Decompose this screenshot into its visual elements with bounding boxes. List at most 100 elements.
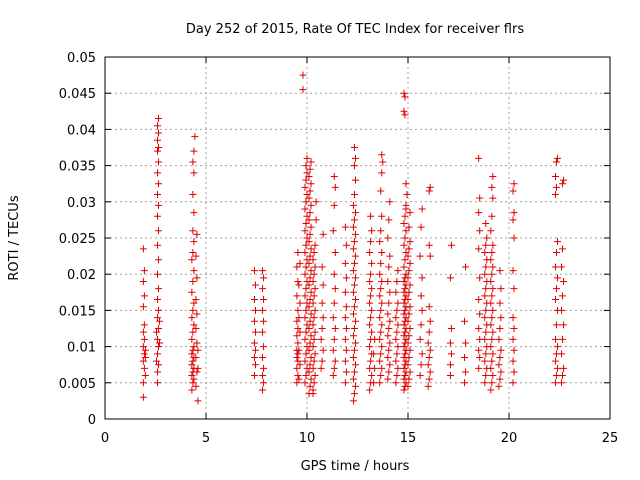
data-point (302, 306, 310, 314)
data-point (293, 379, 301, 387)
data-point (481, 248, 489, 256)
data-point (190, 321, 198, 329)
y-axis-label: ROTI / TECUs (7, 195, 22, 280)
data-point (392, 314, 400, 322)
data-point (377, 350, 385, 358)
data-point (425, 328, 433, 336)
data-point (386, 288, 394, 296)
data-point (310, 335, 318, 343)
data-point (342, 303, 350, 311)
data-point (294, 357, 302, 365)
data-point (305, 238, 313, 246)
data-point (154, 191, 162, 199)
data-point (342, 274, 350, 282)
data-point (447, 350, 455, 358)
data-point (418, 306, 426, 314)
data-point (303, 343, 311, 351)
data-point (310, 270, 318, 278)
data-point (551, 357, 559, 365)
data-point (295, 281, 303, 289)
data-point (552, 321, 560, 329)
data-point (190, 169, 198, 177)
data-point (310, 292, 318, 300)
data-point (154, 212, 162, 220)
x-tick-label: 5 (202, 431, 210, 446)
y-tick-label: 0.025 (59, 232, 96, 247)
data-point (310, 357, 318, 365)
data-point (190, 375, 198, 383)
data-point (299, 71, 307, 79)
data-point (295, 375, 303, 383)
data-point (309, 343, 317, 351)
data-point (553, 154, 561, 162)
data-point (377, 328, 385, 336)
data-point (331, 248, 339, 256)
data-point (349, 223, 357, 231)
data-point (350, 162, 358, 170)
data-point (475, 154, 483, 162)
data-point (139, 303, 147, 311)
data-point (488, 379, 496, 387)
data-point (192, 382, 200, 390)
data-point (296, 328, 304, 336)
x-axis-label: GPS time / hours (301, 459, 410, 474)
data-point (341, 357, 349, 365)
data-point (376, 238, 384, 246)
data-point (487, 299, 495, 307)
data-point (302, 241, 310, 249)
data-point (341, 379, 349, 387)
data-point (376, 292, 384, 300)
data-point (367, 238, 375, 246)
data-point (307, 310, 315, 318)
data-point (559, 292, 567, 300)
data-point (305, 259, 313, 267)
data-point (487, 256, 495, 264)
data-point (400, 321, 408, 329)
data-point (377, 285, 385, 293)
data-point (401, 306, 409, 314)
data-point (309, 321, 317, 329)
data-point (310, 248, 318, 256)
data-point (350, 238, 358, 246)
data-point (309, 390, 317, 398)
data-point (349, 288, 357, 296)
data-point (155, 285, 163, 293)
data-point (552, 158, 560, 166)
y-tick-label: 0.045 (59, 87, 96, 102)
data-point (331, 357, 339, 365)
data-point (417, 292, 425, 300)
x-tick-label: 0 (101, 431, 109, 446)
y-tick-label: 0.05 (67, 51, 96, 66)
data-point (476, 310, 484, 318)
data-point (303, 191, 311, 199)
data-point (394, 321, 402, 329)
data-point (305, 194, 313, 202)
data-point (317, 364, 325, 372)
data-point (400, 386, 408, 394)
data-point (402, 292, 410, 300)
data-point (155, 306, 163, 314)
data-point (140, 321, 148, 329)
data-point (192, 325, 200, 332)
data-point (560, 277, 568, 285)
data-point (155, 361, 163, 369)
data-point (309, 277, 317, 285)
data-point (342, 241, 350, 249)
data-point (350, 303, 358, 311)
data-point (351, 230, 359, 238)
data-point (551, 379, 559, 387)
data-point (424, 361, 432, 369)
data-point (190, 209, 198, 217)
data-point (139, 328, 147, 336)
data-point (400, 277, 408, 285)
data-point (154, 270, 162, 278)
data-point (416, 372, 424, 380)
data-point (189, 379, 197, 387)
data-point (402, 357, 410, 365)
data-point (259, 372, 267, 380)
data-point (351, 317, 359, 325)
data-point (191, 133, 199, 141)
data-point (350, 144, 358, 151)
data-point (553, 364, 561, 372)
data-point (260, 274, 268, 282)
